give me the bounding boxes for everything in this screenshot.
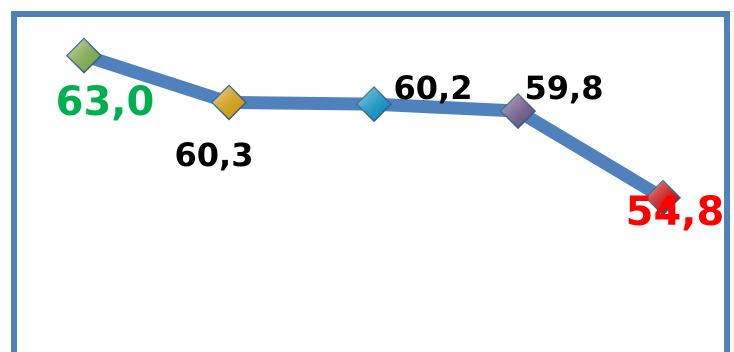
data-point-marker: [355, 86, 393, 123]
data-label: 59,8: [525, 69, 604, 107]
data-point-marker: [499, 93, 537, 130]
data-point-marker: [644, 179, 682, 216]
data-point-marker: [210, 84, 248, 121]
data-label: 63,0: [56, 79, 155, 125]
data-label: 60,3: [175, 136, 254, 174]
label-layer: 63,0 60,3 60,2 59,8 54,8: [56, 69, 725, 235]
data-label: 54,8: [626, 189, 725, 235]
plot-frame: [11, 11, 730, 352]
marker-layer: [65, 37, 682, 216]
data-label: 60,2: [394, 69, 473, 107]
data-point-marker: [65, 37, 103, 74]
